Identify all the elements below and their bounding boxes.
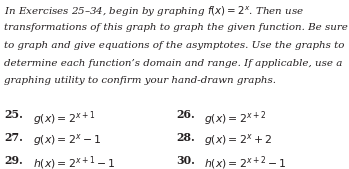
Text: 30.: 30.	[176, 155, 195, 166]
Text: $g(x) = 2^{x+1}$: $g(x) = 2^{x+1}$	[33, 109, 95, 128]
Text: 26.: 26.	[176, 109, 195, 120]
Text: 29.: 29.	[4, 155, 23, 166]
Text: $g(x) = 2^{x+2}$: $g(x) = 2^{x+2}$	[204, 109, 266, 128]
Text: to graph and give equations of the asymptotes. Use the graphs to: to graph and give equations of the asymp…	[4, 41, 344, 50]
Text: $h(x) = 2^{x+1} - 1$: $h(x) = 2^{x+1} - 1$	[33, 155, 116, 169]
Text: $g(x) = 2^x + 2$: $g(x) = 2^x + 2$	[204, 132, 272, 148]
Text: transformations of this graph to graph the given function. Be sure: transformations of this graph to graph t…	[4, 23, 348, 32]
Text: $h(x) = 2^{x+2} - 1$: $h(x) = 2^{x+2} - 1$	[204, 155, 287, 169]
Text: 25.: 25.	[4, 109, 23, 120]
Text: $g(x) = 2^x - 1$: $g(x) = 2^x - 1$	[33, 132, 102, 148]
Text: In Exercises 25–34, begin by graphing $f(x) = 2^x$. Then use: In Exercises 25–34, begin by graphing $f…	[4, 5, 304, 19]
Text: 28.: 28.	[176, 132, 195, 143]
Text: determine each function’s domain and range. If applicable, use a: determine each function’s domain and ran…	[4, 59, 343, 68]
Text: 27.: 27.	[4, 132, 23, 143]
Text: graphing utility to confirm your hand-drawn graphs.: graphing utility to confirm your hand-dr…	[4, 76, 276, 85]
